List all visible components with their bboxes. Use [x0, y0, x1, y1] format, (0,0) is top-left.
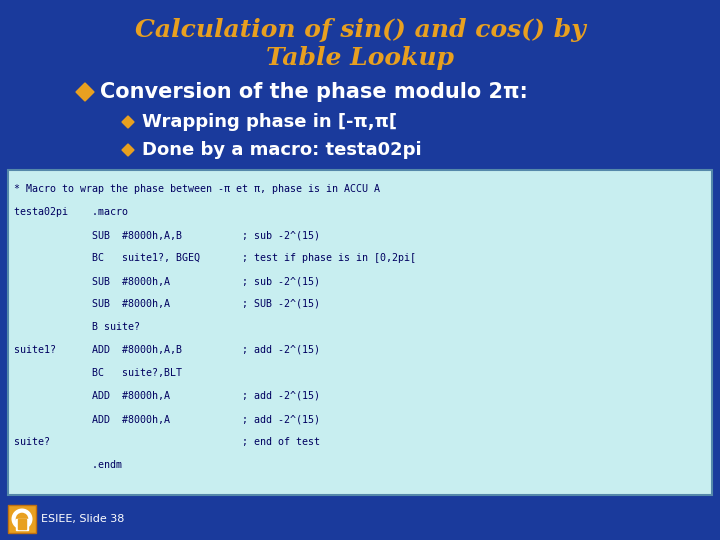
Text: ADD  #8000h,A            ; add -2^(15): ADD #8000h,A ; add -2^(15) [14, 391, 320, 401]
Polygon shape [16, 519, 28, 530]
Polygon shape [122, 116, 134, 128]
Text: ESIEE, Slide 38: ESIEE, Slide 38 [41, 514, 125, 524]
Polygon shape [19, 519, 26, 529]
Text: Done by a macro: testa02pi: Done by a macro: testa02pi [142, 141, 422, 159]
Text: SUB  #8000h,A            ; SUB -2^(15): SUB #8000h,A ; SUB -2^(15) [14, 299, 320, 309]
Text: Wrapping phase in [-π,π[: Wrapping phase in [-π,π[ [142, 113, 397, 131]
Polygon shape [122, 144, 134, 156]
Text: ADD  #8000h,A            ; add -2^(15): ADD #8000h,A ; add -2^(15) [14, 414, 320, 424]
Text: * Macro to wrap the phase between -π et π, phase is in ACCU A: * Macro to wrap the phase between -π et … [14, 184, 380, 194]
FancyBboxPatch shape [8, 505, 36, 533]
Text: Conversion of the phase modulo 2π:: Conversion of the phase modulo 2π: [100, 82, 528, 102]
Text: suite1?      ADD  #8000h,A,B          ; add -2^(15): suite1? ADD #8000h,A,B ; add -2^(15) [14, 345, 320, 355]
Text: suite?                                ; end of test: suite? ; end of test [14, 437, 320, 447]
Polygon shape [76, 83, 94, 101]
Text: SUB  #8000h,A,B          ; sub -2^(15): SUB #8000h,A,B ; sub -2^(15) [14, 230, 320, 240]
Text: .endm: .endm [14, 460, 122, 470]
Text: BC   suite?,BLT: BC suite?,BLT [14, 368, 182, 378]
Circle shape [17, 514, 27, 524]
Text: SUB  #8000h,A            ; sub -2^(15): SUB #8000h,A ; sub -2^(15) [14, 276, 320, 286]
Text: testa02pi    .macro: testa02pi .macro [14, 207, 128, 217]
Text: B suite?: B suite? [14, 322, 140, 332]
Text: Calculation of sin() and cos() by: Calculation of sin() and cos() by [135, 18, 585, 42]
Circle shape [12, 509, 32, 529]
Text: Table Lookup: Table Lookup [266, 46, 454, 70]
Text: BC   suite1?, BGEQ       ; test if phase is in [0,2pi[: BC suite1?, BGEQ ; test if phase is in [… [14, 253, 416, 263]
FancyBboxPatch shape [8, 170, 712, 495]
